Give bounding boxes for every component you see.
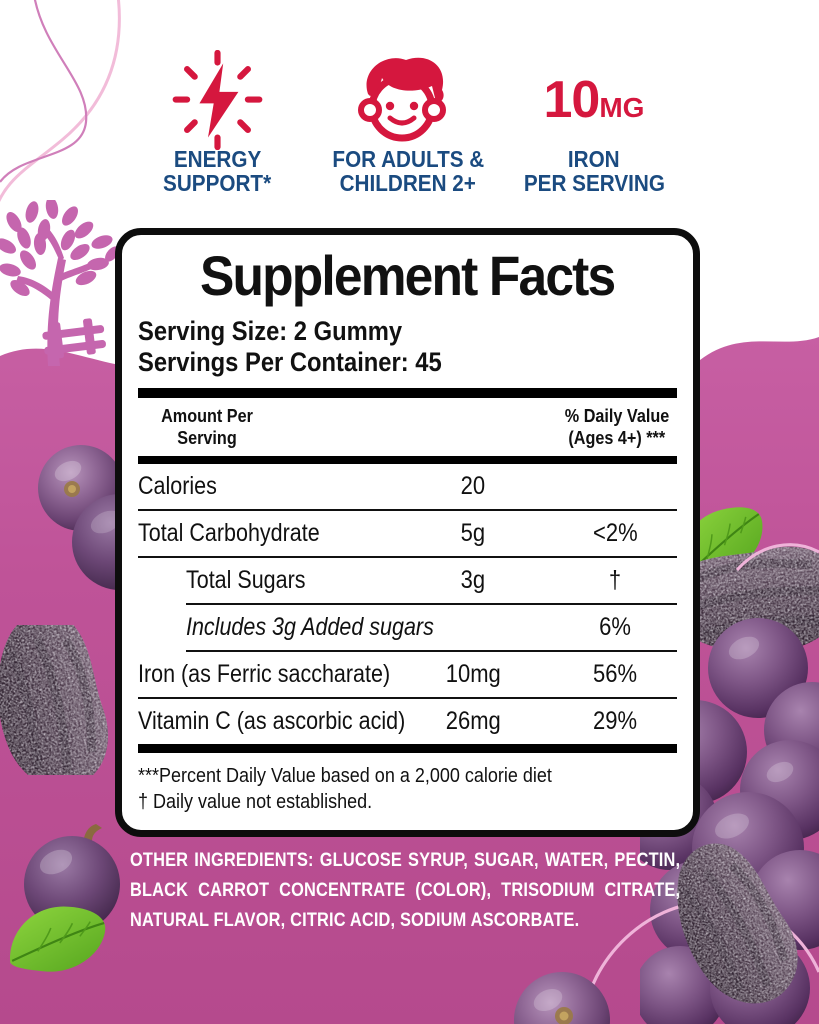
nutrient-table: Calories 20 Total Carbohydrate 5g <2% Total S…	[138, 464, 677, 744]
nutrient-dv: †	[608, 565, 622, 594]
column-header-daily-value: % Daily Value (Ages 4+) ***	[564, 406, 670, 449]
nutrient-row: Vitamin C (as ascorbic acid) 26mg 29%	[138, 699, 677, 744]
nutrient-name: Total Carbohydrate	[138, 518, 320, 547]
nutrient-dv: 56%	[592, 659, 638, 688]
feature-label-iron: IRON PER SERVING	[523, 146, 665, 196]
nutrient-dv	[553, 472, 677, 501]
nutrient-amt: 5g	[460, 518, 486, 547]
nutrient-dv: 6%	[599, 612, 631, 641]
nutrient-dv: <2%	[592, 518, 638, 547]
other-ingredients: OTHER INGREDIENTS: GLUCOSE SYRUP, SUGAR,…	[130, 845, 680, 936]
feature-label-energy: ENERGY SUPPORT*	[163, 146, 272, 196]
servings-per-container: Servings Per Container: 45	[138, 347, 442, 378]
nutrient-name: Calories	[138, 471, 217, 500]
nutrient-name: Vitamin C (as ascorbic acid)	[138, 706, 406, 735]
serving-info: Serving Size: 2 Gummy Servings Per Conta…	[138, 316, 677, 379]
ribbon-curve-right	[735, 543, 819, 571]
row-divider	[138, 555, 677, 558]
nutrient-name: Total Sugars	[186, 565, 306, 594]
other-ingredients-label: OTHER INGREDIENTS:	[130, 849, 314, 871]
tree-illustration	[0, 200, 119, 366]
footnote-dagger: † Daily value not established.	[138, 790, 373, 813]
nutrient-amt: 10mg	[445, 659, 501, 688]
lightning-burst-icon	[172, 50, 263, 150]
column-header-amount: Amount Per Serving	[161, 406, 253, 449]
serving-size: Serving Size: 2 Gummy	[138, 315, 403, 346]
dose-headline: 10MG	[504, 70, 684, 130]
row-divider	[186, 649, 677, 652]
column-headers: Amount Per Serving % Daily Value (Ages 4…	[138, 398, 677, 455]
nutrient-row: Total Carbohydrate 5g <2%	[138, 511, 677, 556]
divider-thick-bottom	[138, 743, 677, 753]
grape-bottom-left	[24, 824, 120, 932]
nutrient-dv: 29%	[592, 706, 638, 735]
nutrient-amt: 26mg	[445, 706, 501, 735]
nutrient-row: Includes 3g Added sugars 6%	[138, 605, 677, 650]
feature-label-ages: FOR ADULTS & CHILDREN 2+	[332, 146, 484, 196]
supplement-facts-panel: Supplement Facts Serving Size: 2 Gummy S…	[115, 228, 700, 837]
divider-thick-header	[138, 455, 677, 464]
nutrient-row: Iron (as Ferric saccharate) 10mg 56%	[138, 652, 677, 697]
gummy-right-upper	[667, 546, 819, 653]
row-divider	[138, 696, 677, 699]
nutrient-name: Includes 3g Added sugars	[186, 612, 434, 641]
row-divider	[138, 508, 677, 511]
nutrient-name: Iron (as Ferric saccharate)	[138, 659, 391, 688]
dose-amount: 10	[543, 71, 601, 129]
ribbon-swirl-top-left	[0, 0, 121, 202]
leaf-bottom-left	[10, 906, 106, 972]
panel-title: Supplement Facts	[200, 244, 616, 307]
nutrient-row: Calories 20	[138, 464, 677, 509]
gummy-left	[0, 625, 109, 775]
nutrient-amt: 3g	[460, 565, 486, 594]
gummy-bottom-right	[677, 843, 798, 1004]
child-face-icon	[358, 57, 446, 142]
nutrient-amt: 20	[460, 471, 486, 500]
row-divider	[186, 602, 677, 605]
footnotes: ***Percent Daily Value based on a 2,000 …	[138, 763, 677, 815]
other-ingredients-text: GLUCOSE SYRUP, SUGAR, WATER, PECTIN, BLA…	[130, 849, 681, 932]
footnote-daily-value: ***Percent Daily Value based on a 2,000 …	[138, 764, 552, 787]
dose-unit: MG	[599, 92, 645, 123]
divider-thick-top	[138, 388, 677, 399]
nutrient-row: Total Sugars 3g †	[138, 558, 677, 603]
grape-bottom-center	[514, 972, 610, 1024]
